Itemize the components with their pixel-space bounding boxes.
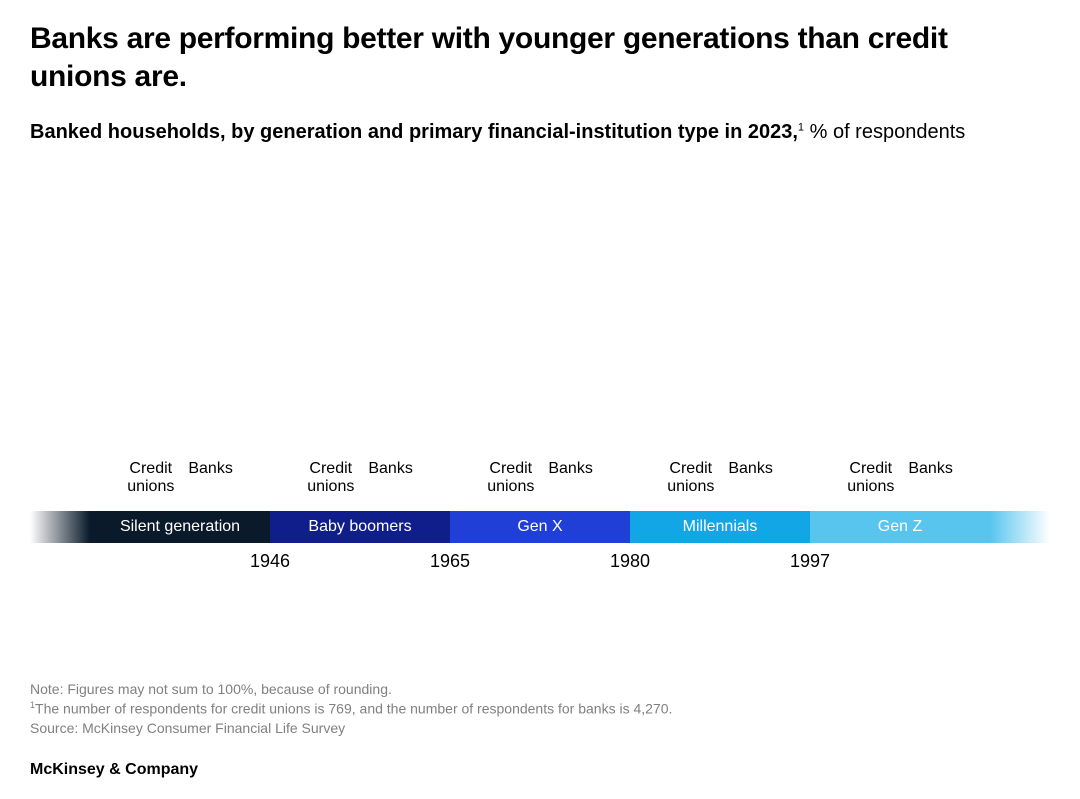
series-label-group: Creditunions Banks <box>450 460 630 497</box>
timeline-fade-right <box>990 511 1050 543</box>
banks-label: Banks <box>728 460 772 497</box>
credit-unions-label: Creditunions <box>487 460 534 497</box>
footnote-note: Note: Figures may not sum to 100%, becau… <box>30 680 672 700</box>
boundary-year: 1946 <box>250 551 290 572</box>
footnote-1: 1The number of respondents for credit un… <box>30 699 672 719</box>
timeline-fade-left <box>30 511 90 543</box>
series-label-group: Creditunions Banks <box>630 460 810 497</box>
credit-unions-label: Creditunions <box>667 460 714 497</box>
generation-bar: Gen Z <box>810 511 990 543</box>
chart-subtitle: Banked households, by generation and pri… <box>30 119 1050 145</box>
banks-label: Banks <box>908 460 952 497</box>
series-label-group: Creditunions Banks <box>90 460 270 497</box>
series-label-group: Creditunions Banks <box>270 460 450 497</box>
generation-bar: Millennials <box>630 511 810 543</box>
generation-bar: Gen X <box>450 511 630 543</box>
banks-label: Banks <box>188 460 232 497</box>
credit-unions-label: Creditunions <box>847 460 894 497</box>
banks-label: Banks <box>548 460 592 497</box>
generation-bars: Silent generationBaby boomersGen XMillen… <box>90 511 990 543</box>
generation-timeline: Silent generationBaby boomersGen XMillen… <box>30 511 1050 543</box>
generation-bar: Silent generation <box>90 511 270 543</box>
page-title: Banks are performing better with younger… <box>30 20 1050 95</box>
boundary-year: 1997 <box>790 551 830 572</box>
banks-label: Banks <box>368 460 412 497</box>
series-label-group: Creditunions Banks <box>810 460 990 497</box>
credit-unions-label: Creditunions <box>307 460 354 497</box>
boundary-years-row: 1946 1965 1980 1997 <box>30 551 1050 577</box>
series-labels-row: CreditunionsBanksCreditunionsBanksCredit… <box>30 460 1050 497</box>
generation-bar: Baby boomers <box>270 511 450 543</box>
subtitle-bold: Banked households, by generation and pri… <box>30 121 798 143</box>
chart-area: CreditunionsBanksCreditunionsBanksCredit… <box>30 460 1050 577</box>
boundary-year: 1980 <box>610 551 650 572</box>
subtitle-tail: % of respondents <box>804 121 965 143</box>
footnotes: Note: Figures may not sum to 100%, becau… <box>30 680 672 739</box>
credit-unions-label: Creditunions <box>127 460 174 497</box>
boundary-year: 1965 <box>430 551 470 572</box>
footnote-source: Source: McKinsey Consumer Financial Life… <box>30 719 672 739</box>
brand-label: McKinsey & Company <box>30 761 198 779</box>
